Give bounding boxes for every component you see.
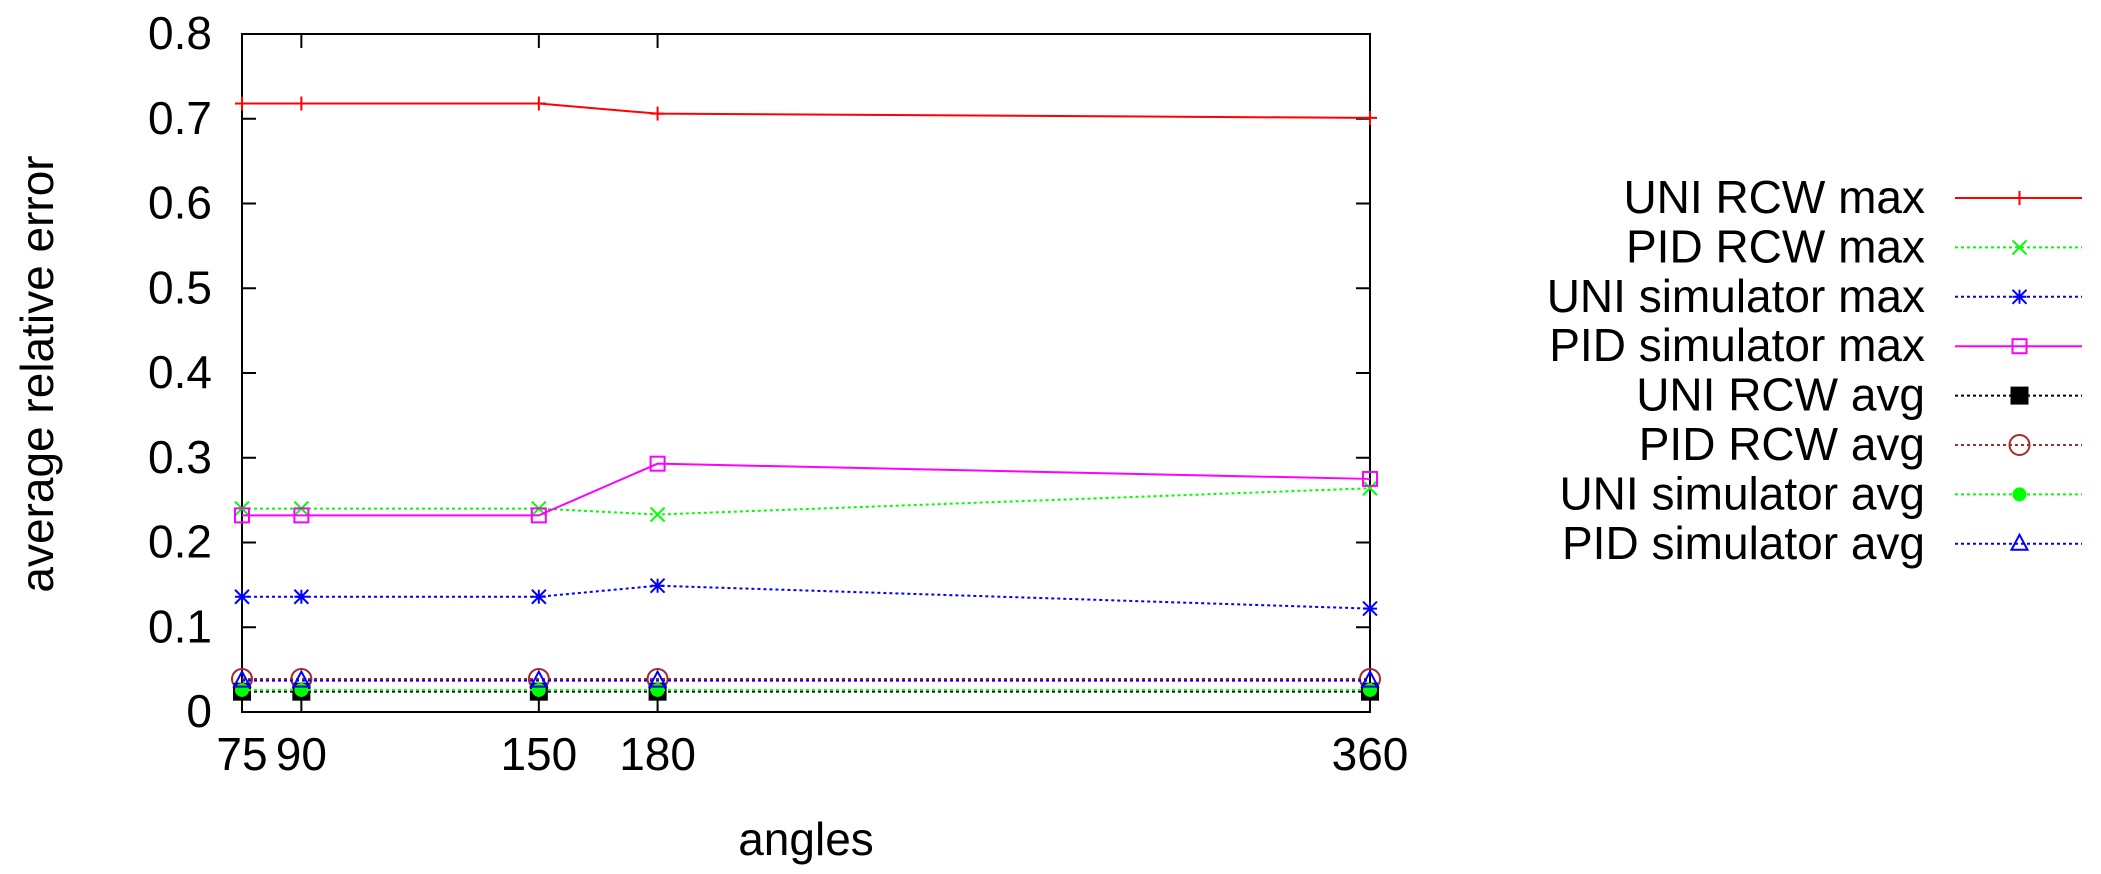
legend-entry: PID RCW avg [1639,418,2082,470]
data-point-6-4 [1363,682,1377,697]
data-point-0-4 [1363,110,1377,125]
y-tick-label: 0.5 [148,261,212,313]
x-tick-label: 90 [276,728,327,780]
legend-entry: PID simulator avg [1562,517,2082,569]
data-point-0-1 [294,96,309,111]
legend-marker [2011,338,2028,355]
data-point-3-0 [234,507,250,524]
data-point-6-0 [235,682,249,697]
data-point-1-4 [1362,480,1378,496]
data-point-2-3 [649,578,666,594]
data-point-2-4 [1362,600,1378,617]
data-point-7-0 [232,669,252,688]
legend-label: UNI RCW max [1623,171,1925,223]
legend-label: PID simulator max [1549,319,1925,371]
x-tick-label: 180 [619,728,696,780]
legend-label: PID RCW max [1626,220,1925,272]
series-line-3 [242,462,1371,517]
y-tick-label: 0.7 [148,92,212,144]
x-tick-label: 150 [500,728,577,780]
data-point-0-2 [531,96,546,111]
y-axis-title: average relative error [11,155,63,592]
legend-marker [2012,191,2027,205]
data-point-7-1 [291,669,312,688]
legend-marker [2011,239,2028,256]
data-point-6-1 [294,682,309,697]
data-point-0-0 [235,96,249,111]
legend-label: UNI RCW avg [1636,369,1925,421]
legend-entry: PID RCW max [1626,220,2082,272]
legend-entry: UNI RCW avg [1636,369,2082,421]
y-tick-label: 0.2 [148,516,212,568]
data-point-2-0 [234,589,250,605]
y-tick-label: 0.6 [148,177,212,229]
data-point-7-2 [529,669,549,688]
data-point-3-3 [649,455,666,472]
legend-entry: UNI simulator avg [1559,467,2082,519]
legend-entry: PID simulator max [1549,319,2082,371]
data-point-3-2 [530,507,547,524]
data-point-0-3 [650,106,665,121]
data-point-3-4 [1362,470,1378,487]
x-tick-label: 360 [1332,728,1409,780]
y-tick-label: 0.8 [148,7,212,59]
data-point-2-2 [531,589,547,605]
legend-marker [2010,386,2029,405]
legend-marker [2009,532,2030,551]
series-line-0 [242,102,1371,119]
series-line-1 [242,487,1371,516]
x-tick-label: 75 [216,728,267,780]
axis-ticks: 0 0.1 0.2 0.3 0.4 0.5 0.6 0.7 0.8 75 90 150 180 360 [148,7,1408,780]
legend-marker [2008,434,2031,456]
legend-marker [2012,487,2027,502]
legend-label: PID RCW avg [1639,418,1925,470]
series-lines [231,96,1381,701]
data-point-7-3 [647,669,668,688]
legend-label: PID simulator avg [1562,517,1925,569]
legend-entry: UNI RCW max [1623,171,2082,223]
legend-marker [2011,289,2028,305]
data-point-3-1 [293,507,310,524]
x-axis-title: angles [738,813,874,865]
legend-label: UNI simulator avg [1559,467,1925,519]
data-point-6-3 [650,682,665,697]
legend-entry: UNI simulator max [1547,270,2082,322]
y-tick-label: 0.1 [148,600,212,652]
data-point-2-1 [293,589,310,605]
legend-label: UNI simulator max [1547,270,1925,322]
y-tick-label: 0 [186,685,212,737]
data-point-1-3 [649,506,666,523]
plot-frame [241,33,1371,713]
data-point-7-4 [1360,669,1380,688]
data-point-6-2 [531,682,546,697]
y-tick-label: 0.3 [148,431,212,483]
y-tick-label: 0.4 [148,346,212,398]
series-line-2 [242,584,1371,610]
